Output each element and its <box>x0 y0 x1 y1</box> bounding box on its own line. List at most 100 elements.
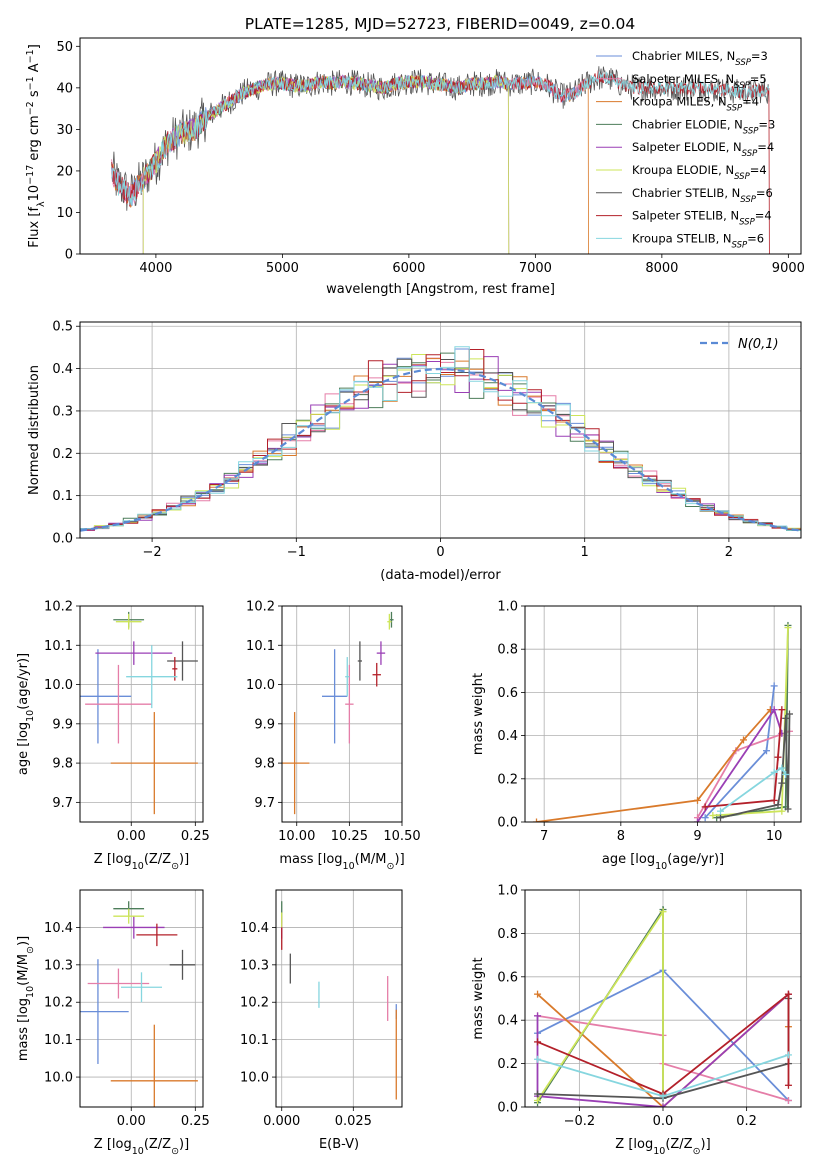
y-tick-label: 0.2 <box>497 772 518 787</box>
legend-label-salpeter-miles: Salpeter MILES, NSSP=5 <box>632 72 767 91</box>
weight-marker-chabrier-stelib <box>534 1090 542 1098</box>
mass-vs-EBV-x-label: E(B-V) <box>319 1137 359 1152</box>
weight-marker-salpeter-stelib <box>774 753 782 761</box>
x-tick-label: 2 <box>725 545 733 560</box>
weight-vs-Z-x-label: Z [log10(Z/Z⊙)] <box>615 1137 710 1157</box>
axes-frame <box>79 37 802 255</box>
weight-marker-chabrier-stelib <box>786 710 793 718</box>
legend-label-chabrier-elodie: Chabrier ELODIE, NSSP=3 <box>632 117 775 136</box>
weight-marker-kroupa-stelib <box>717 807 724 815</box>
errorbar-kroupa-elodie <box>113 908 145 924</box>
errorbar-salpeter-miles <box>345 664 354 744</box>
axes-frame <box>79 321 802 539</box>
axes-frame <box>281 605 403 823</box>
errorbar-kroupa-elodie <box>387 613 392 630</box>
y-tick-label: 0.4 <box>52 362 73 377</box>
weight-marker-salpeter-elodie <box>770 706 778 714</box>
errorbar-salpeter-elodie <box>95 641 173 665</box>
y-tick-label: 0.5 <box>52 320 73 335</box>
weight-line-salpeter-stelib <box>537 992 790 1096</box>
y-tick-label: 10.0 <box>240 1071 269 1086</box>
errorbar-chabrier-miles <box>322 649 348 744</box>
normal-reference-curve <box>79 367 802 532</box>
weight-marker-kroupa-elodie <box>778 807 786 815</box>
x-tick-label: 10.25 <box>331 829 368 844</box>
y-tick-label: 50 <box>56 40 73 55</box>
weight-line-salpeter-stelib <box>705 709 783 808</box>
age-vs-mass-x-label: mass [log10(M/M⊙)] <box>279 852 404 872</box>
y-tick-label: 0.8 <box>497 927 518 942</box>
errorbar-salpeter-miles <box>85 664 152 744</box>
y-tick-label: 9.7 <box>254 796 275 811</box>
weight-marker-salpeter-stelib <box>784 990 792 998</box>
weight-marker-kroupa-miles <box>534 990 542 998</box>
errorbar-salpeter-elodie <box>376 641 386 665</box>
weight-vs-age-x-label: age [log10(age/yr)] <box>602 852 724 872</box>
y-tick-label: 9.9 <box>52 717 73 732</box>
y-tick-label: 10.2 <box>246 600 275 615</box>
y-tick-label: 10.3 <box>240 958 269 973</box>
mass-vs-Z-y-label: mass [log10(M/M⊙)] <box>16 936 36 1061</box>
age-vs-Z-x-label: Z [log10(Z/Z⊙)] <box>94 852 189 872</box>
x-tick-label: 0 <box>436 545 444 560</box>
x-tick-label: 4000 <box>139 261 172 276</box>
y-tick-label: 0.0 <box>52 532 73 547</box>
weight-marker-kroupa-miles <box>740 736 747 744</box>
axes-frame <box>79 889 204 1108</box>
legend-label-chabrier-miles: Chabrier MILES, NSSP=3 <box>632 49 768 68</box>
y-tick-label: 0.6 <box>497 686 518 701</box>
legend-label-kroupa-stelib: Kroupa STELIB, NSSP=6 <box>632 231 764 250</box>
weight-marker-kroupa-stelib <box>534 1055 542 1063</box>
errorbar-kroupa-stelib <box>121 972 162 1003</box>
y-tick-label: 10.3 <box>44 958 73 973</box>
y-tick-label: 0.4 <box>497 729 518 744</box>
y-tick-label: 10.4 <box>240 921 269 936</box>
legend-label-salpeter-elodie: Salpeter ELODIE, NSSP=4 <box>632 140 774 159</box>
axes-frame <box>524 605 802 823</box>
mass-vs-Z-panel: 0.00 0.25 10.0 10.1 10.2 10.3 10.4 Z [log10(Z/Z… <box>16 889 210 1157</box>
x-tick-label: 9000 <box>772 261 805 276</box>
weight-marker-salpeter-elodie <box>659 1103 667 1107</box>
y-tick-label: 10.0 <box>44 1071 73 1086</box>
x-tick-label: 10.00 <box>278 829 315 844</box>
mass-vs-EBV-panel: 0.000 0.025 10.0 10.1 10.2 10.3 10.4 E(B-V) <box>240 889 403 1152</box>
weight-marker-chabrier-miles <box>770 682 778 690</box>
legend-label-chabrier-stelib: Chabrier STELIB, NSSP=6 <box>632 186 773 205</box>
axes-frame <box>524 889 802 1108</box>
y-tick-label: 10.1 <box>246 639 275 654</box>
weight-vs-Z-panel: −0.2 0.0 0.2 0.0 0.2 0.4 0.6 0.8 1.0 Z [log10(Z/Z… <box>471 884 802 1157</box>
y-tick-label: 9.9 <box>254 717 275 732</box>
weight-marker-kroupa-stelib <box>782 770 790 778</box>
age-vs-Z-panel: 0.00 0.25 9.7 9.8 9.9 10.0 10.1 10.2 Z [log10(Z/… <box>16 600 210 872</box>
weight-marker-kroupa-miles <box>694 796 701 804</box>
weight-marker-kroupa-stelib <box>784 1051 792 1059</box>
weight-line-kroupa-miles <box>536 709 771 822</box>
y-tick-label: 10.0 <box>246 678 275 693</box>
errorbar-kroupa-elodie <box>115 613 142 630</box>
weight-vs-age-panel: 7 8 9 10 0.0 0.2 0.4 0.6 0.8 1.0 age [log10(age/yr… <box>471 600 802 872</box>
y-tick-label: 10.4 <box>44 921 73 936</box>
weight-marker-salpeter-stelib <box>534 1038 542 1046</box>
x-tick-label: 0.2 <box>736 1114 757 1129</box>
x-tick-label: 9 <box>693 829 701 844</box>
y-tick-label: 10.2 <box>44 600 73 615</box>
weight-vs-age-y-label: mass weight <box>471 673 486 755</box>
residual-y-label: Normed distribution <box>27 365 42 495</box>
x-tick-label: −0.2 <box>564 1114 596 1129</box>
weight-marker-chabrier-stelib <box>782 714 790 722</box>
y-tick-label: 0 <box>65 248 73 263</box>
errorbar-salpeter-miles <box>87 968 150 999</box>
axes-frame <box>79 605 204 823</box>
y-tick-label: 0.1 <box>52 489 73 504</box>
errorbar-kroupa-stelib <box>126 645 178 709</box>
y-tick-label: 10.2 <box>240 996 269 1011</box>
errorbar-chabrier-miles <box>80 959 129 1064</box>
weight-marker-kroupa-elodie <box>534 1096 542 1104</box>
x-tick-label: 6000 <box>392 261 425 276</box>
y-tick-label: 10.1 <box>44 639 73 654</box>
errorbar-chabrier-stelib <box>167 641 198 681</box>
x-tick-label: 0.000 <box>263 1114 300 1129</box>
y-tick-label: 1.0 <box>497 884 518 899</box>
y-tick-label: 0.0 <box>497 816 518 831</box>
y-tick-label: 0.8 <box>497 643 518 658</box>
